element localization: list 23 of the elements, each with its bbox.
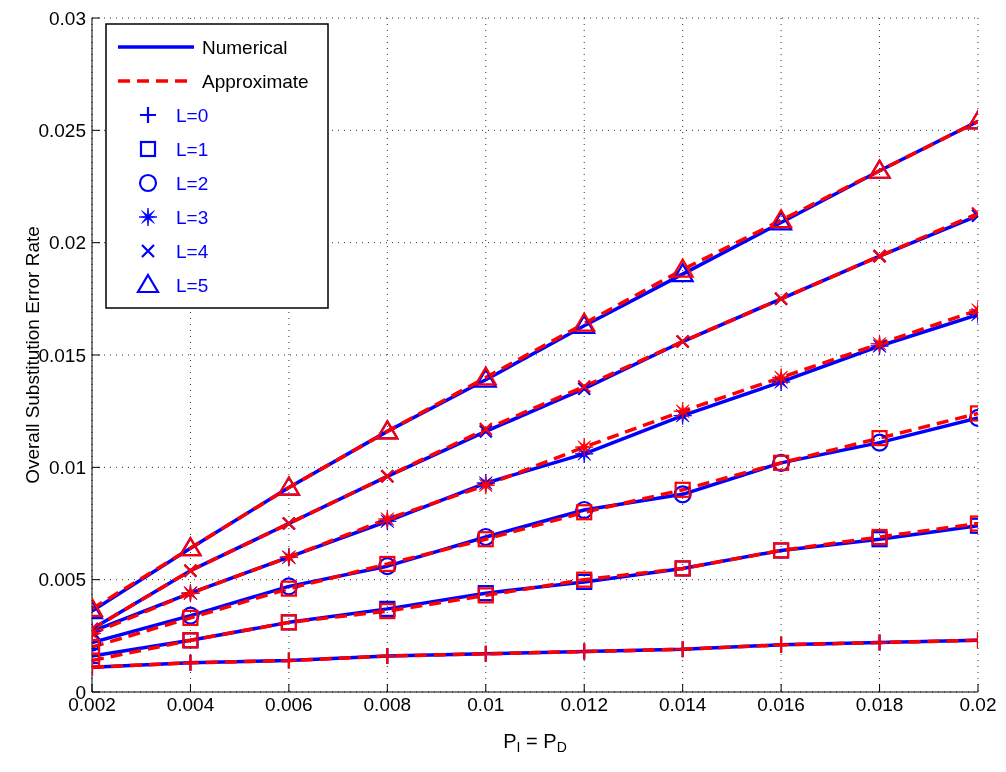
x-tick-label: 0.02: [959, 694, 997, 716]
legend-label: L=4: [176, 241, 209, 262]
x-tick-label: 0.01: [467, 694, 505, 716]
y-tick-label: 0.01: [49, 457, 86, 479]
legend-label: L=2: [176, 173, 209, 194]
y-tick-label: 0.03: [49, 7, 86, 29]
legend-label: L=1: [176, 139, 209, 160]
x-tick-label: 0.018: [855, 694, 904, 716]
x-tick-label: 0.004: [166, 694, 215, 716]
x-tick-label: 0.016: [757, 694, 805, 716]
y-tick-label: 0.02: [49, 232, 86, 254]
x-tick-label: 0.012: [560, 694, 608, 716]
x-tick-label: 0.014: [658, 694, 707, 716]
annotation: Approximate: [202, 71, 309, 92]
annotation: Numerical: [202, 37, 288, 58]
legend-label: L=5: [176, 275, 209, 296]
legend-label: L=3: [176, 207, 209, 228]
x-tick-label: 0.006: [265, 694, 313, 716]
legend-label: L=0: [176, 105, 209, 126]
x-axis-title: P$_{I}$ = P$_{D}$: [503, 730, 567, 756]
y-tick-label: 0.025: [38, 120, 86, 142]
x-tick-label: 0.008: [363, 694, 412, 716]
y-tick-label: 0.005: [38, 569, 86, 591]
